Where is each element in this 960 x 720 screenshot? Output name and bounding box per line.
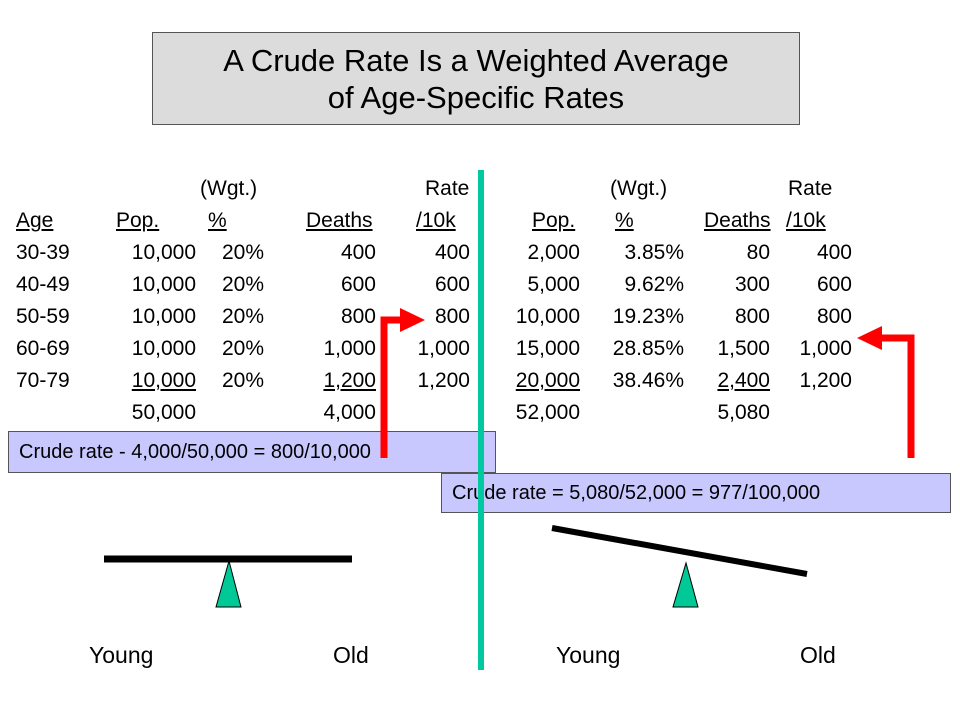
left-row-age: 70-79 [16,369,70,392]
left-row-pct: 20% [221,241,264,264]
left-arrow [380,308,425,458]
left-young-label: Young [89,642,154,668]
left-crude-rate-text: Crude rate - 4,000/50,000 = 800/10,000 [19,441,371,463]
right-row-pop: 5,000 [527,273,580,296]
right-wgt-header: (Wgt.) [610,177,668,200]
left-row-deaths: 800 [340,305,376,328]
left-row-deaths: 400 [340,241,376,264]
right-fulcrum [672,561,699,608]
left-total-deaths: 4,000 [323,401,376,424]
left-row-pop: 10,000 [131,337,196,360]
left-crude-rate-caption: Crude rate - 4,000/50,000 = 800/10,000 [8,431,496,473]
left-pop-header: Pop. [116,209,160,232]
right-row-rate: 800 [816,305,852,328]
left-row-age: 50-59 [16,305,70,328]
left-rate-header: Rate [425,177,470,200]
right-row-rate: 400 [816,241,852,264]
right-total-pop: 52,000 [515,401,580,424]
right-row-pct: 19.23% [612,305,684,328]
right-pop-header: Pop. [532,209,576,232]
left-row-pct: 20% [221,337,264,360]
right-row-deaths: 2,400 [717,369,770,392]
left-fulcrum [215,559,242,608]
left-deaths-header: Deaths [306,209,373,232]
right-young-label: Young [556,642,621,668]
left-row-age: 30-39 [16,241,70,264]
left-row-pct: 20% [221,273,264,296]
left-pct-header: % [208,209,227,232]
left-row-rate: 600 [434,273,470,296]
right-old-label: Old [800,642,836,668]
left-old-label: Old [333,642,369,668]
right-crude-rate-caption: Crude rate = 5,080/52,000 = 977/100,000 [441,473,951,513]
left-age-header: Age [16,209,54,232]
slide-title: A Crude Rate Is a Weighted Average of Ag… [152,32,800,125]
left-row-deaths: 1,000 [323,337,376,360]
left-row-rate: 400 [434,241,470,264]
right-row-pct: 38.46% [612,369,684,392]
left-row-pct: 20% [221,369,264,392]
right-row-pop: 15,000 [515,337,580,360]
right-balance-beam [551,525,808,577]
left-row-age: 40-49 [16,273,70,296]
right-deaths-header: Deaths [704,209,771,232]
title-line-1: A Crude Rate Is a Weighted Average [223,42,729,78]
right-pct-header: % [615,209,634,232]
left-row-age: 60-69 [16,337,70,360]
right-row-pct: 9.62% [624,273,684,296]
left-row-pct: 20% [221,305,264,328]
left-rate10k-header: /10k [416,209,456,232]
right-crude-rate-text: Crude rate = 5,080/52,000 = 977/100,000 [452,482,821,504]
right-rate10k-header: /10k [786,209,826,232]
right-row-pct: 3.85% [624,241,684,264]
left-row-deaths: 1,200 [323,369,376,392]
left-row-pop: 10,000 [131,369,196,392]
right-arrow [857,326,915,458]
right-row-rate: 1,200 [799,369,852,392]
left-row-pop: 10,000 [131,273,196,296]
right-rate-header: Rate [788,177,833,200]
right-total-deaths: 5,080 [717,401,770,424]
left-row-pop: 10,000 [131,305,196,328]
right-row-pop: 10,000 [515,305,580,328]
left-row-rate: 1,200 [417,369,470,392]
title-line-2: of Age-Specific Rates [327,79,625,115]
right-row-deaths: 300 [734,273,770,296]
right-row-rate: 1,000 [799,337,852,360]
right-row-pct: 28.85% [612,337,684,360]
left-total-pop: 50,000 [131,401,196,424]
left-row-rate: 1,000 [417,337,470,360]
left-row-pop: 10,000 [131,241,196,264]
right-row-rate: 600 [816,273,852,296]
right-row-deaths: 80 [746,241,770,264]
right-row-pop: 2,000 [527,241,580,264]
right-row-deaths: 800 [734,305,770,328]
left-wgt-header: (Wgt.) [200,177,258,200]
left-row-rate: 800 [434,305,470,328]
right-row-pop: 20,000 [515,369,580,392]
right-row-deaths: 1,500 [717,337,770,360]
left-row-deaths: 600 [340,273,376,296]
